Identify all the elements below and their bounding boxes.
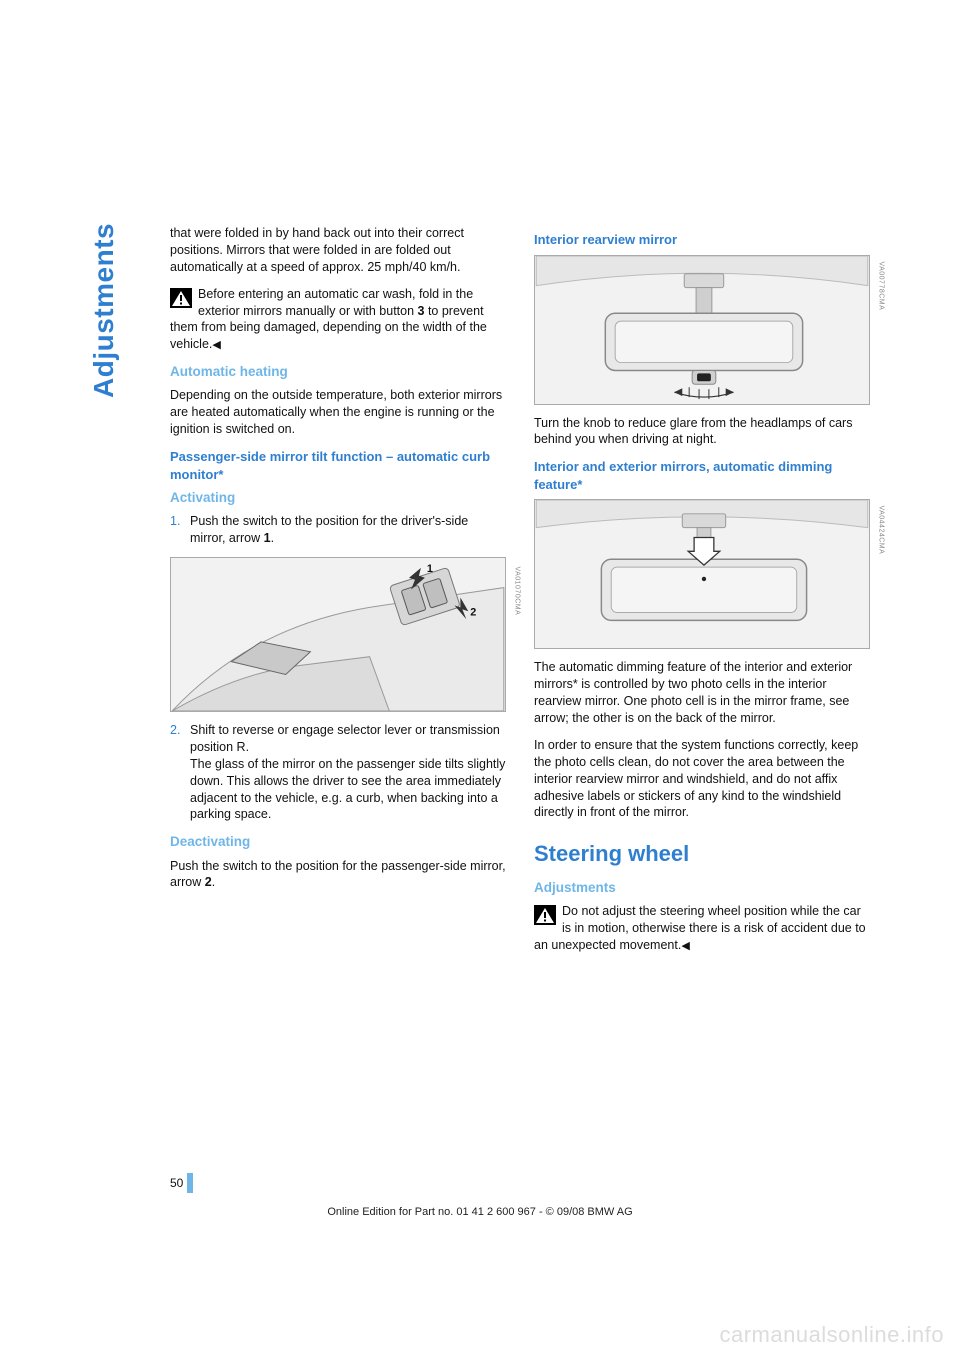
figure-code: VA00778CMA (876, 261, 885, 310)
step1-text-a: Push the switch to the position for the … (190, 514, 468, 545)
auto-dim-p2: In order to ensure that the system funct… (534, 737, 870, 821)
page-number: 50 (170, 1176, 187, 1190)
deact-text-a: Push the switch to the position for the … (170, 859, 506, 890)
figure-interior-mirror-svg (535, 256, 869, 404)
warning-steering-text: Do not adjust the steering wheel positio… (534, 904, 866, 952)
watermark: carmanualsonline.info (719, 1322, 944, 1348)
heading-curb-monitor: Passenger-side mirror tilt function – au… (170, 448, 506, 483)
heading-auto-dimming: Interior and exterior mirrors, automatic… (534, 458, 870, 493)
figure-auto-dimming: VA04424CMA (534, 499, 870, 649)
warning-icon (170, 288, 192, 308)
step-text: Push the switch to the position for the … (190, 513, 506, 547)
section-tab-label: Adjustments (88, 223, 120, 398)
deact-text-b: . (212, 875, 215, 889)
list-item: 2. Shift to reverse or engage selector l… (170, 722, 506, 823)
figure-auto-dimming-svg (535, 500, 869, 648)
warning-icon (534, 905, 556, 925)
page-number-wrap: 50 (170, 1173, 193, 1193)
list-item: 1. Push the switch to the position for t… (170, 513, 506, 547)
activating-steps: 1. Push the switch to the position for t… (170, 513, 506, 547)
heading-steering-wheel: Steering wheel (534, 839, 870, 869)
auto-dim-p1: The automatic dimming feature of the int… (534, 659, 870, 727)
interior-mirror-body: Turn the knob to reduce glare from the h… (534, 415, 870, 449)
warning-block-steering: Do not adjust the steering wheel positio… (534, 903, 870, 954)
figure-mirror-switch-svg: 1 2 (171, 558, 505, 711)
heading-deactivating: Deactivating (170, 833, 506, 851)
intro-paragraph: that were folded in by hand back out int… (170, 225, 506, 276)
manual-page: Adjustments that were folded in by hand … (0, 0, 960, 1358)
svg-text:2: 2 (470, 606, 476, 618)
content-area: that were folded in by hand back out int… (170, 225, 870, 964)
heading-adjustments: Adjustments (534, 879, 870, 897)
heading-activating: Activating (170, 489, 506, 507)
figure-interior-mirror: VA00778CMA (534, 255, 870, 405)
step1-text-b: . (271, 531, 274, 545)
edition-line: Online Edition for Part no. 01 41 2 600 … (0, 1206, 960, 1218)
right-column: Interior rearview mirror (534, 225, 870, 964)
end-marker-icon: ◀ (212, 339, 220, 351)
warning-block-mirrors: Before entering an automatic car wash, f… (170, 286, 506, 354)
deactivating-body: Push the switch to the position for the … (170, 858, 506, 892)
figure-code: VA04424CMA (876, 506, 885, 555)
left-column: that were folded in by hand back out int… (170, 225, 506, 964)
step1-text-bold: 1 (264, 531, 271, 545)
page-number-bar (187, 1173, 193, 1193)
deact-text-bold: 2 (205, 875, 212, 889)
svg-text:1: 1 (427, 563, 433, 575)
step-number: 2. (170, 722, 190, 823)
figure-code: VA01070CMA (512, 566, 521, 615)
step2-text: Shift to reverse or engage selector leve… (190, 722, 506, 823)
figure-mirror-switch: 1 2 VA01070CMA (170, 557, 506, 712)
end-marker-icon: ◀ (681, 940, 689, 952)
activating-steps-2: 2. Shift to reverse or engage selector l… (170, 722, 506, 823)
automatic-heating-body: Depending on the outside temperature, bo… (170, 387, 506, 438)
step-number: 1. (170, 513, 190, 547)
heading-interior-mirror: Interior rearview mirror (534, 231, 870, 249)
heading-automatic-heating: Automatic heating (170, 363, 506, 381)
